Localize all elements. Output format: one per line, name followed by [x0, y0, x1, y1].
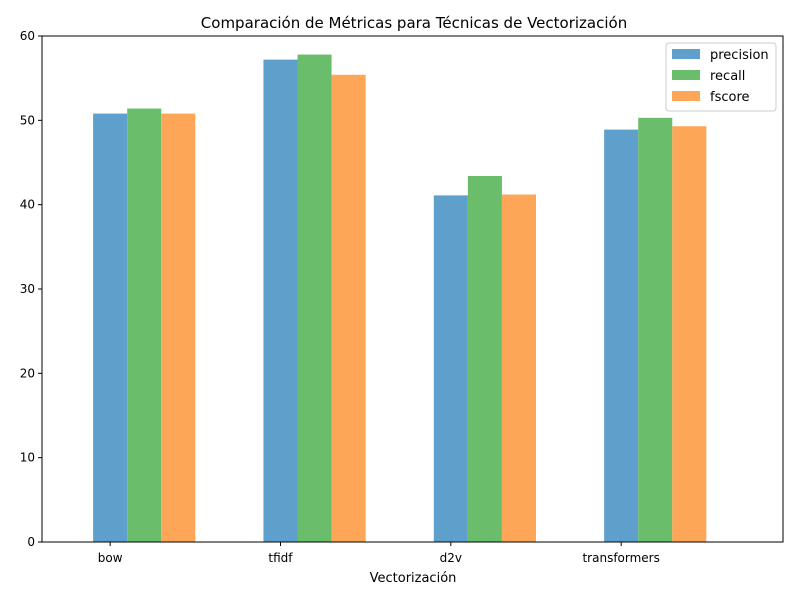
y-tick-label: 10	[20, 451, 35, 465]
legend-label-precision: precision	[710, 48, 769, 63]
y-tick-label: 50	[20, 113, 35, 127]
bars-group	[93, 54, 707, 543]
legend-swatch-recall	[672, 70, 700, 80]
y-tick-label: 60	[20, 29, 35, 43]
x-tick-label: tfidf	[268, 551, 293, 565]
y-tick-label: 30	[20, 282, 35, 296]
legend: precision recall fscore	[665, 42, 777, 112]
x-axis: bow tfidf d2v transformers	[98, 542, 660, 565]
bar-fscore-d2v	[501, 194, 536, 542]
bar-precision-d2v	[433, 195, 468, 542]
bar-recall-tfidf	[297, 54, 332, 542]
bar-precision-bow	[93, 113, 128, 542]
bar-precision-tfidf	[263, 59, 298, 542]
x-axis-label: Vectorización	[370, 571, 457, 586]
bar-precision-transformers	[604, 129, 639, 543]
chart-title: Comparación de Métricas para Técnicas de…	[201, 14, 627, 32]
legend-label-fscore: fscore	[710, 90, 750, 105]
bar-fscore-transformers	[672, 126, 707, 542]
bar-fscore-tfidf	[331, 74, 366, 542]
y-tick-label: 40	[20, 198, 35, 212]
x-tick-label: transformers	[582, 551, 659, 565]
legend-swatch-precision	[672, 49, 700, 59]
y-axis: 0 10 20 30 40 50 60	[20, 29, 42, 549]
bar-fscore-bow	[161, 113, 196, 542]
bar-recall-transformers	[638, 117, 673, 542]
bar-recall-bow	[127, 108, 162, 542]
x-tick-label: bow	[98, 551, 123, 565]
y-tick-label: 0	[27, 535, 35, 549]
legend-swatch-fscore	[672, 91, 700, 101]
x-tick-label: d2v	[440, 551, 462, 565]
bar-recall-d2v	[467, 175, 502, 542]
y-tick-label: 20	[20, 366, 35, 380]
legend-label-recall: recall	[710, 69, 745, 84]
